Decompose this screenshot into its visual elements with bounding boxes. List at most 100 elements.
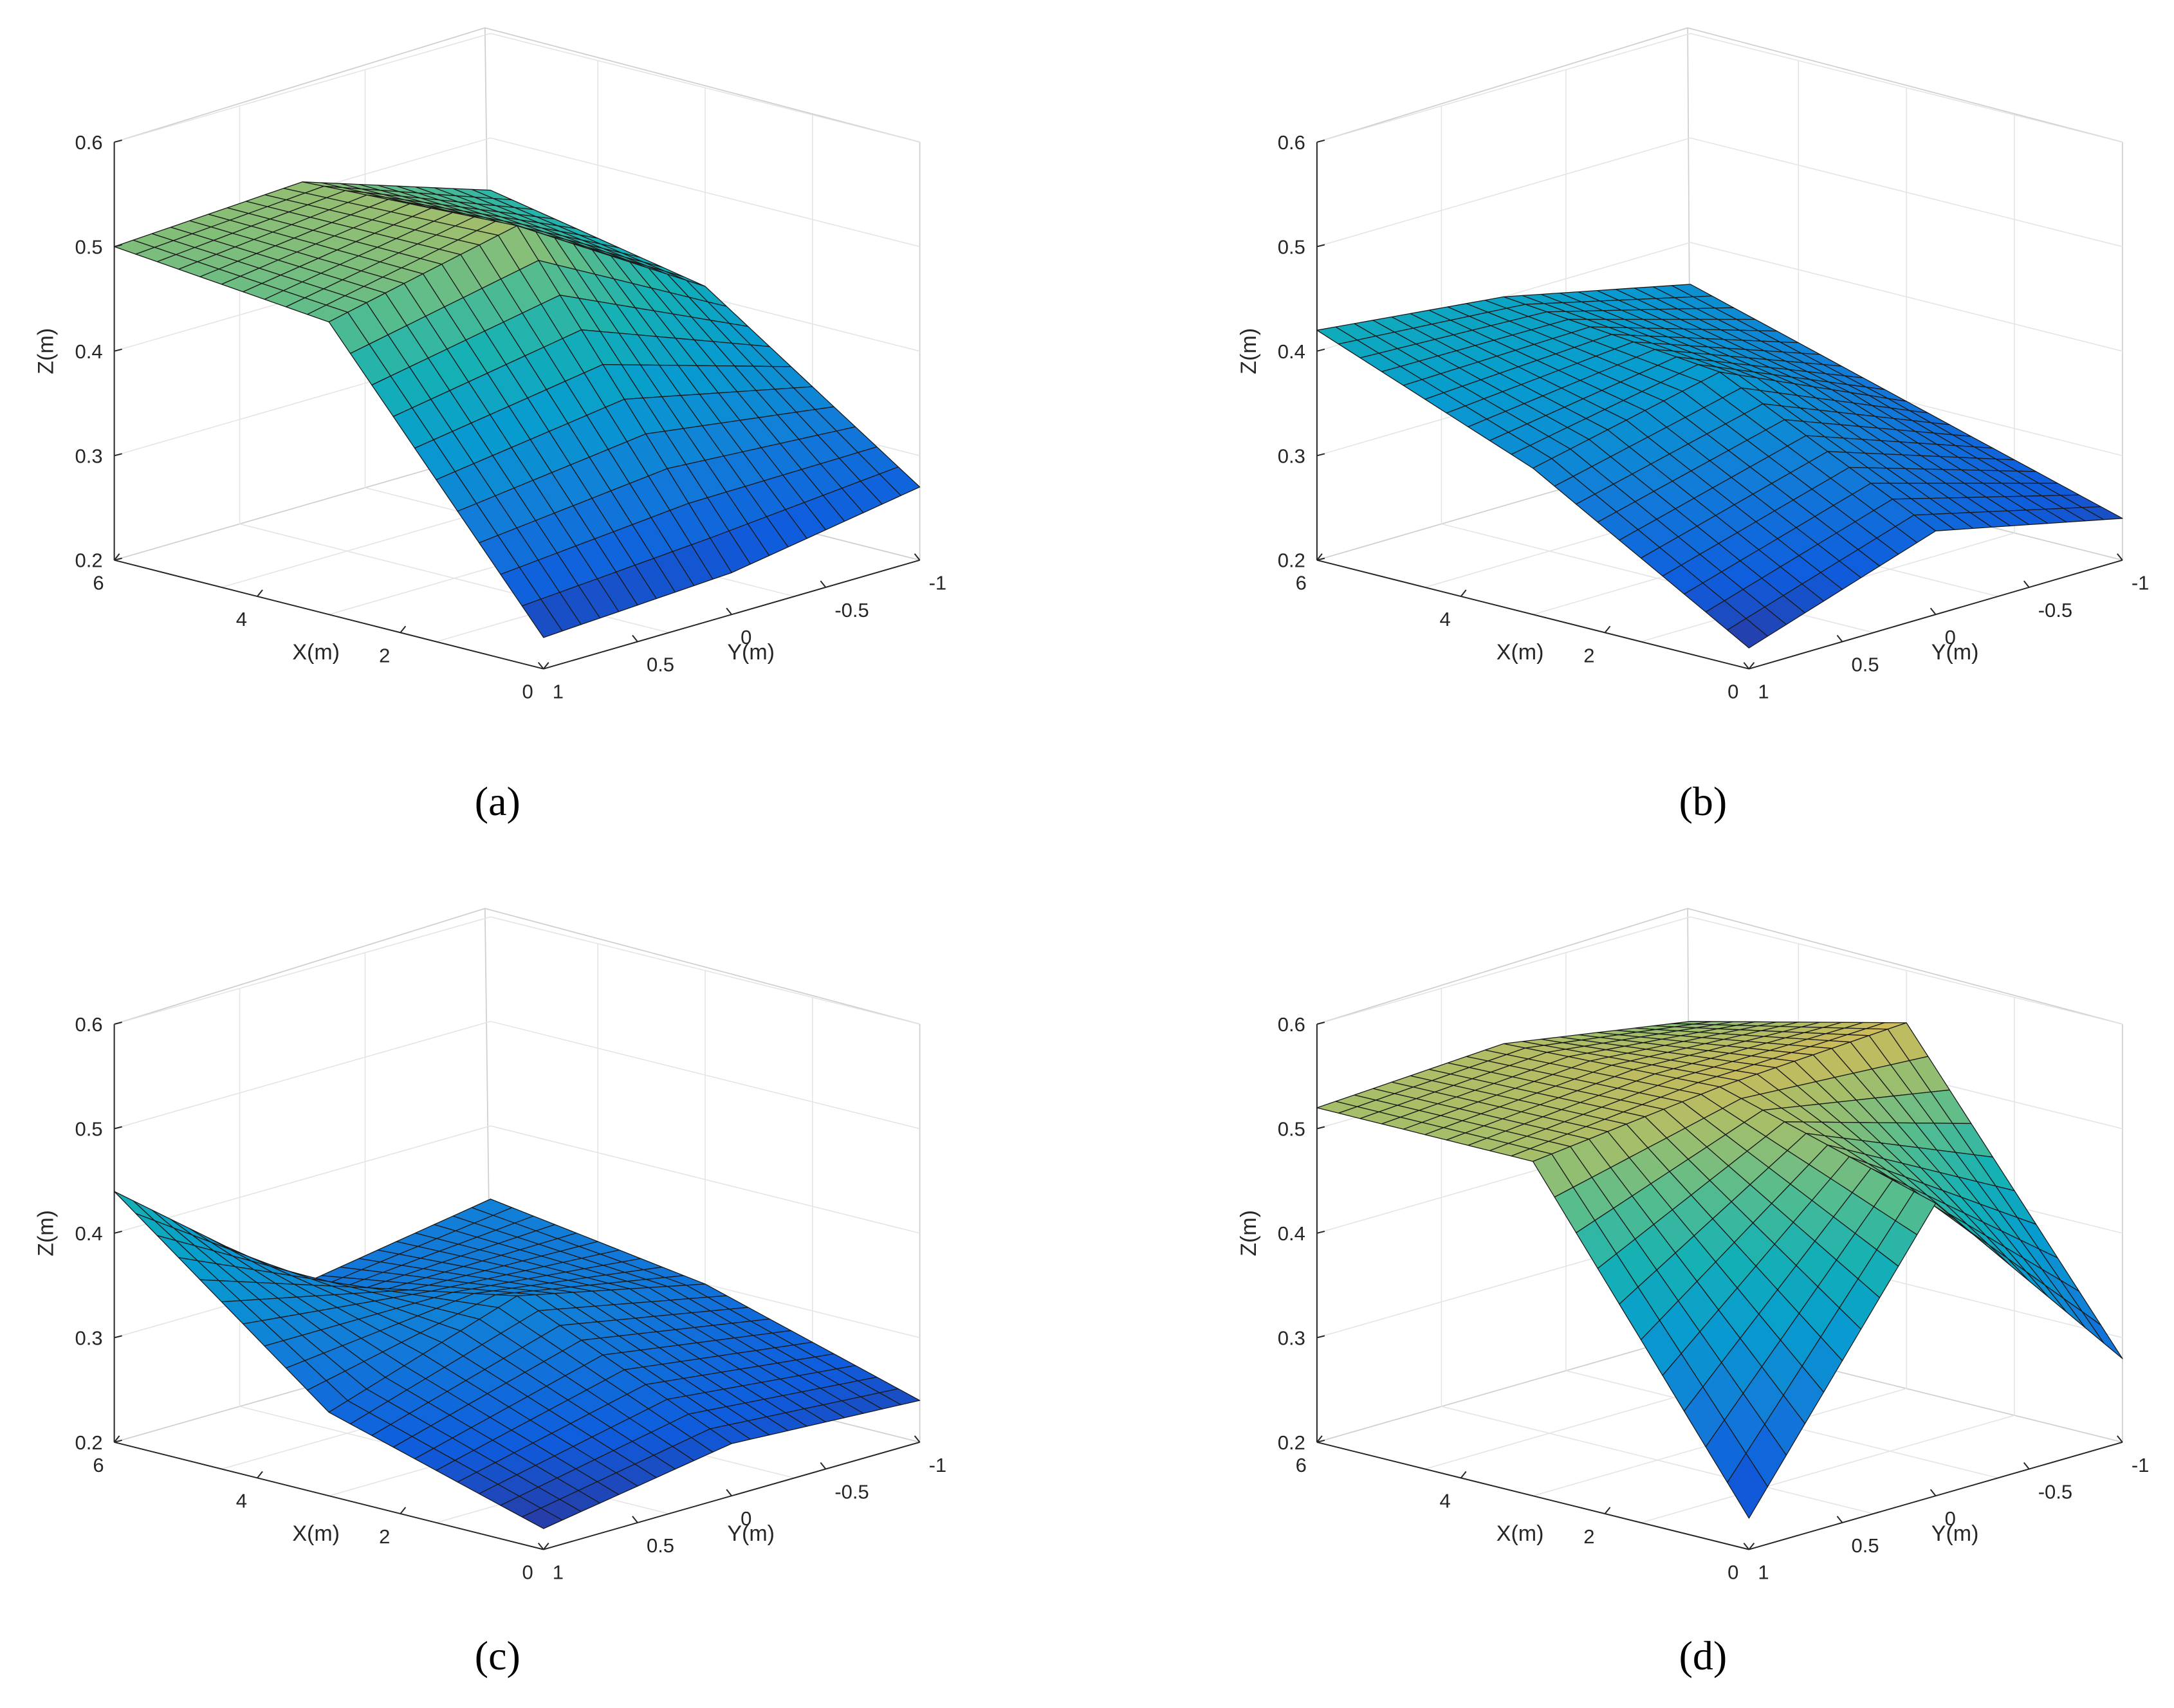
top-back-edges [1316,27,2123,143]
surface-cell [1727,1453,1769,1519]
y-tick-label: -1 [929,1454,947,1476]
y-tick-mark [1836,1516,1843,1523]
z-tick-label: 0.6 [75,131,103,154]
x-tick-label: 2 [379,1525,390,1548]
y-tick-mark [820,580,827,588]
panel-d: 0.2 0.3 0.4 0.5 0.6 0 2 4 6 1 0.5 0 -0.5 -1 X(m) Y(m) Z(… [1237,908,2150,1678]
y-tick-mark [537,1542,544,1550]
z-tick-mark [1316,1439,1325,1443]
z-tick-mark [114,1439,122,1443]
x-axis-line [114,559,544,670]
z-tick-label: 0.5 [1278,1117,1305,1140]
y-axis-label: Y(m) [1931,1521,1979,1546]
z-axis-label: Z(m) [34,1210,59,1256]
z-axis-label: Z(m) [1237,1210,1261,1256]
surface-cell [1727,618,1769,648]
x-tick-mark [542,1542,549,1550]
y-tick-label: -0.5 [2038,599,2072,621]
y-tick-label: 0 [1945,626,1956,648]
y-tick-label: 1 [1758,1561,1769,1584]
x-axis-label: X(m) [292,1521,340,1546]
z-tick-label: 0.2 [1278,1431,1305,1454]
z-tick-mark [1316,1022,1325,1025]
z-tick-label: 0.5 [75,235,103,258]
z-tick-mark [114,1022,122,1025]
z-tick-mark [114,1230,122,1234]
x-tick-mark [1748,662,1755,670]
y-tick-mark [632,634,638,643]
z-tick-label: 0.3 [75,1327,103,1349]
z-tick-mark [1316,453,1325,457]
x-tick-mark [400,625,407,634]
z-grid-left [114,916,491,1025]
x-axis-label: X(m) [292,640,340,665]
panel-a: 0.2 0.3 0.4 0.5 0.6 0 2 4 6 1 0.5 0 -0.5 -1 X(m) Y(m) Z(… [34,27,947,824]
z-grid-left [1316,33,1691,143]
z-tick-mark [114,453,122,457]
x-tick-mark [1604,1507,1611,1514]
y-tick-label: 0 [741,1507,751,1530]
y-axis-label: Y(m) [1931,640,1979,665]
x-tick-mark [257,589,263,597]
top-back-edges [114,908,920,1025]
z-grid-left [114,1020,491,1130]
z-tick-mark [1316,1335,1325,1339]
z-tick-label: 0.2 [1278,549,1305,572]
y-axis-label: Y(m) [727,1521,775,1546]
surface-mesh [113,181,921,638]
y-tick-label: 1 [553,1561,564,1584]
z-tick-mark [114,1335,122,1339]
y-tick-mark [1836,634,1843,643]
y-tick-mark [2117,1435,2123,1443]
z-tick-label: 0.4 [75,1222,103,1245]
x-tick-label: 0 [1727,1561,1738,1584]
z-tick-label: 0.3 [1278,445,1305,467]
z-tick-label: 0.6 [1278,1013,1305,1036]
x-tick-label: 4 [236,1489,247,1512]
panel-caption: (c) [475,1633,520,1678]
z-tick-mark [114,557,122,561]
panel-caption: (a) [475,778,520,824]
y-tick-mark [2023,580,2030,588]
y-tick-mark [1930,1489,1937,1496]
y-tick-label: 0.5 [647,653,674,675]
z-tick-label: 0.4 [1278,340,1305,363]
y-tick-label: 0.5 [647,1534,674,1557]
x-tick-label: 0 [522,1561,533,1584]
x-tick-label: 2 [1583,644,1594,666]
y-tick-label: 0.5 [1851,1534,1879,1557]
z-grid-left [1316,916,1691,1025]
x-tick-mark [1604,625,1611,634]
y-tick-mark [726,1489,732,1496]
z-tick-label: 0.6 [1278,131,1305,154]
y-tick-label: -0.5 [834,599,869,621]
panel-c: 0.2 0.3 0.4 0.5 0.6 0 2 4 6 1 0.5 0 -0.5 -1 X(m) Y(m) Z(… [34,908,947,1678]
x-tick-mark [1460,1471,1467,1479]
y-tick-label: -1 [2132,1454,2150,1476]
z-grid-left [114,1125,491,1234]
y-tick-label: 0.5 [1851,653,1879,675]
x-tick-label: 6 [93,1454,104,1476]
x-axis-label: X(m) [1497,640,1544,665]
x-tick-label: 4 [1439,1489,1450,1512]
z-grid-left [114,33,491,143]
x-tick-mark [113,553,120,561]
z-tick-label: 0.3 [75,445,103,467]
x-tick-label: 2 [379,644,390,666]
y-tick-label: 1 [1758,681,1769,703]
z-axis-label: Z(m) [34,328,59,374]
x-tick-label: 6 [93,572,104,594]
z-tick-mark [1316,244,1325,248]
surface-mesh [113,1191,921,1529]
z-tick-mark [1316,557,1325,561]
surface-mesh [1316,1021,2123,1519]
y-tick-label: -1 [929,572,947,594]
y-tick-label: -0.5 [2038,1481,2072,1503]
x-tick-mark [400,1507,407,1514]
y-axis-line [543,1441,920,1550]
z-tick-mark [114,1126,122,1130]
x-tick-mark [1316,553,1323,561]
y-tick-mark [726,607,732,615]
panel-caption: (b) [1679,778,1727,824]
